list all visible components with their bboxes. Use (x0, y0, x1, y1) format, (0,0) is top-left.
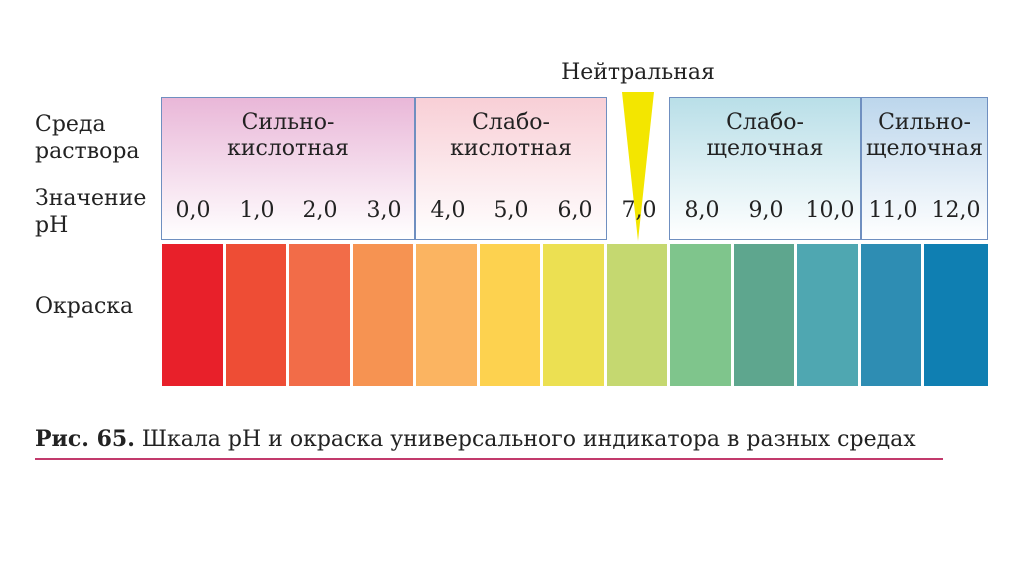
section-weak-base-line1: Слабо- (726, 110, 804, 135)
medium-row-label: Среда раствора (35, 111, 140, 165)
ph-value: 12,0 (931, 198, 981, 223)
color-swatch (416, 244, 477, 386)
ph-value: 6,0 (557, 198, 593, 223)
section-strong-base-line1: Сильно- (878, 110, 971, 135)
color-swatch (924, 244, 988, 386)
color-swatch (543, 244, 604, 386)
neutral-wedge (622, 92, 654, 241)
figure-number: Рис. 65. (35, 426, 135, 452)
color-swatch (797, 244, 858, 386)
ph-value: 11,0 (868, 198, 918, 223)
medium-label-line1: Среда (35, 112, 106, 137)
color-swatch (607, 244, 667, 386)
section-weak-base-line2: щелочная (706, 136, 824, 161)
section-strong-acid-line1: Сильно- (241, 110, 335, 135)
ph-value: 10,0 (805, 198, 855, 223)
ph-label-line1: Значение (35, 186, 147, 211)
color-swatch (353, 244, 413, 386)
ph-value: 5,0 (493, 198, 529, 223)
ph-value: 0,0 (175, 198, 211, 223)
color-swatch (734, 244, 794, 386)
ph-value: 2,0 (302, 198, 338, 223)
ph-value: 7,0 (621, 198, 657, 223)
ph-value: 1,0 (239, 198, 275, 223)
color-swatch (861, 244, 921, 386)
ph-value: 8,0 (684, 198, 720, 223)
ph-label-line2: pH (35, 213, 69, 238)
section-strong-base: Сильно- щелочная (861, 97, 988, 240)
ph-value: 4,0 (430, 198, 466, 223)
medium-label-line2: раствора (35, 139, 140, 164)
ph-row-label: Значение pH (35, 185, 146, 239)
color-swatch (289, 244, 350, 386)
figure-caption: Рис. 65. Шкала pH и окраска универсально… (35, 425, 916, 454)
neutral-label: Нейтральная (561, 60, 715, 85)
ph-value: 9,0 (748, 198, 784, 223)
color-swatch (162, 244, 223, 386)
section-weak-acid-line1: Слабо- (472, 110, 550, 135)
section-weak-acid: Слабо- кислотная (415, 97, 607, 240)
ph-value: 3,0 (366, 198, 402, 223)
color-swatch (670, 244, 731, 386)
color-swatch (226, 244, 286, 386)
section-weak-acid-line2: кислотная (450, 136, 572, 161)
caption-underline (35, 458, 943, 460)
section-strong-acid: Сильно- кислотная (161, 97, 415, 240)
color-swatch (480, 244, 540, 386)
color-row-label: Окраска (35, 294, 134, 319)
section-weak-base: Слабо- щелочная (669, 97, 861, 240)
caption-text: Шкала pH и окраска универсального индика… (134, 427, 916, 452)
section-strong-base-line2: щелочная (866, 136, 983, 161)
section-strong-acid-line2: кислотная (227, 136, 349, 161)
